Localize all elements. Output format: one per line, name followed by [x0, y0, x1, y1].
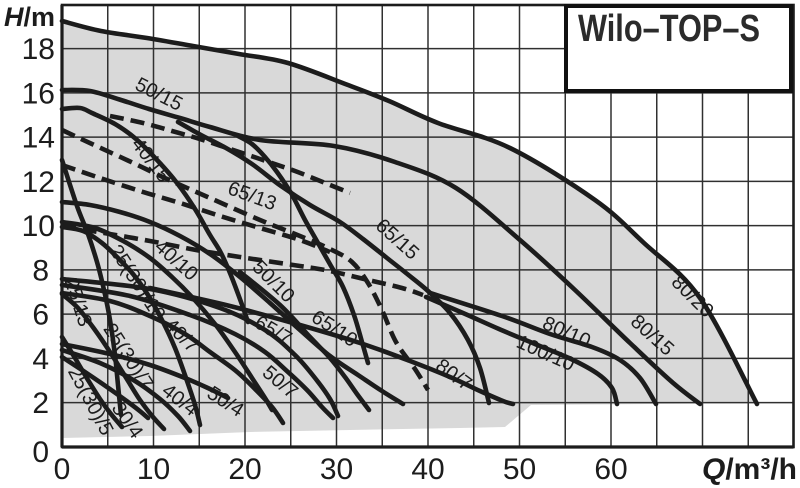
svg-text:H/m: H/m	[4, 2, 55, 32]
svg-text:40: 40	[411, 453, 444, 486]
svg-text:0: 0	[32, 436, 49, 469]
svg-text:10: 10	[22, 210, 55, 243]
svg-text:50: 50	[503, 453, 536, 486]
svg-text:20: 20	[228, 453, 261, 486]
svg-text:30: 30	[320, 453, 353, 486]
svg-text:0: 0	[54, 453, 71, 486]
svg-text:4: 4	[32, 343, 49, 376]
svg-text:14: 14	[22, 122, 55, 155]
svg-text:18: 18	[22, 33, 55, 66]
svg-text:16: 16	[22, 77, 55, 110]
svg-text:Q/m³/h: Q/m³/h	[702, 453, 797, 486]
svg-text:10: 10	[137, 453, 170, 486]
svg-text:Wilo–TOP–S: Wilo–TOP–S	[578, 8, 760, 50]
svg-text:12: 12	[22, 166, 55, 199]
svg-text:60: 60	[594, 453, 627, 486]
svg-text:6: 6	[32, 299, 49, 332]
svg-text:2: 2	[32, 387, 49, 420]
svg-text:8: 8	[32, 254, 49, 287]
